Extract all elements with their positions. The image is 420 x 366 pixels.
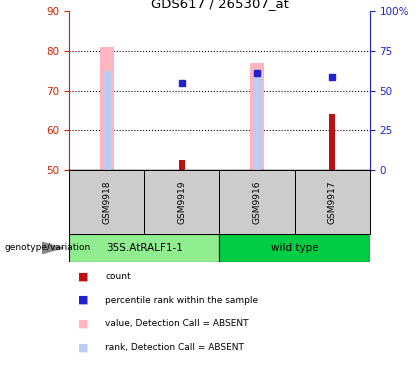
Bar [250, 63, 264, 170]
Bar [253, 71, 261, 170]
Text: GSM9918: GSM9918 [102, 180, 111, 224]
Text: ■: ■ [78, 319, 88, 329]
Bar [100, 47, 113, 170]
Bar [329, 115, 335, 170]
Bar [179, 160, 184, 170]
Text: rank, Detection Call = ABSENT: rank, Detection Call = ABSENT [105, 343, 244, 352]
Bar [103, 71, 110, 170]
Text: ■: ■ [78, 343, 88, 353]
Text: GSM9919: GSM9919 [177, 180, 186, 224]
Text: 35S.AtRALF1-1: 35S.AtRALF1-1 [106, 243, 183, 253]
Bar [144, 170, 220, 234]
Polygon shape [42, 242, 65, 254]
Text: genotype/variation: genotype/variation [4, 243, 90, 253]
Text: ■: ■ [78, 271, 88, 281]
Text: value, Detection Call = ABSENT: value, Detection Call = ABSENT [105, 320, 249, 328]
Bar [69, 234, 220, 262]
Text: GSM9916: GSM9916 [252, 180, 262, 224]
Bar [220, 234, 370, 262]
Bar [294, 170, 370, 234]
Text: wild type: wild type [271, 243, 318, 253]
Bar [220, 170, 294, 234]
Text: percentile rank within the sample: percentile rank within the sample [105, 296, 258, 305]
Text: ■: ■ [78, 295, 88, 305]
Bar [69, 170, 144, 234]
Title: GDS617 / 265307_at: GDS617 / 265307_at [150, 0, 289, 10]
Text: count: count [105, 272, 131, 281]
Text: GSM9917: GSM9917 [328, 180, 336, 224]
